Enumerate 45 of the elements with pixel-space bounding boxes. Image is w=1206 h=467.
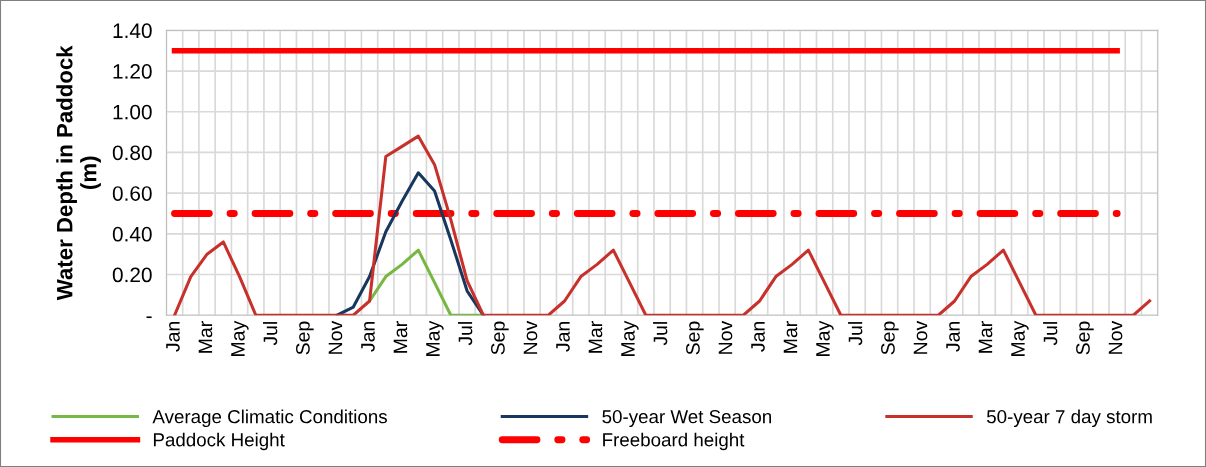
y-tick-label: 0.40 — [112, 226, 152, 242]
x-tick-label: Sep — [296, 321, 314, 355]
x-tick-label: Nov — [328, 320, 343, 354]
x-tick-label: Sep — [686, 321, 704, 355]
legend-label: Average Climatic Conditions — [152, 409, 387, 428]
y-tick-label: 1.40 — [113, 23, 152, 39]
x-tick-label: Jan — [166, 322, 180, 352]
x-tick-label: May — [231, 320, 249, 356]
y-tick-label: 1.20 — [113, 64, 152, 79]
x-tick-label: Jul — [458, 322, 473, 346]
x-tick-label: Nov — [1108, 320, 1123, 354]
x-tick-label: May — [621, 320, 639, 356]
y-tick-label: 0.60 — [112, 186, 152, 201]
x-tick-label: Mar — [783, 321, 798, 353]
x-tick-label: Mar — [978, 321, 993, 353]
y-tick-label: 0.20 — [112, 267, 152, 283]
x-tick-label: May — [1011, 320, 1029, 356]
legend-label: Paddock Height — [153, 432, 285, 451]
x-tick-label: Jul — [848, 322, 863, 346]
y-tick-label: 0.80 — [112, 145, 152, 161]
x-tick-label: Mar — [393, 321, 408, 353]
y-tick-label: - — [146, 316, 152, 319]
y-tick-label: 1.00 — [113, 104, 152, 120]
x-tick-label: Jul — [1043, 322, 1058, 346]
legend-label: Freeboard height — [603, 432, 745, 451]
x-tick-label: May — [816, 320, 834, 356]
x-tick-label: Jul — [653, 322, 668, 346]
x-tick-label: Sep — [491, 321, 509, 355]
x-tick-label: Sep — [881, 321, 899, 355]
x-tick-label: Sep — [1076, 321, 1094, 355]
x-tick-label: Jul — [263, 322, 278, 346]
x-tick-label: Nov — [913, 320, 928, 354]
x-tick-label: Jan — [556, 322, 570, 352]
x-tick-label: Jan — [946, 322, 960, 352]
x-tick-label: Nov — [718, 320, 733, 354]
legend-label: 50-year 7 day storm — [986, 409, 1152, 428]
x-tick-label: Jan — [751, 322, 765, 352]
line-series — [173, 134, 1152, 316]
legend-label: 50-year Wet Season — [602, 410, 771, 428]
x-tick-label: Nov — [523, 320, 538, 354]
x-tick-label: Mar — [198, 321, 213, 353]
y-axis-title: Water Depth in Paddock (m) — [56, 45, 101, 301]
x-tick-label: Jan — [361, 322, 375, 352]
x-tick-label: Mar — [588, 321, 603, 353]
x-tick-label: May — [426, 320, 444, 356]
